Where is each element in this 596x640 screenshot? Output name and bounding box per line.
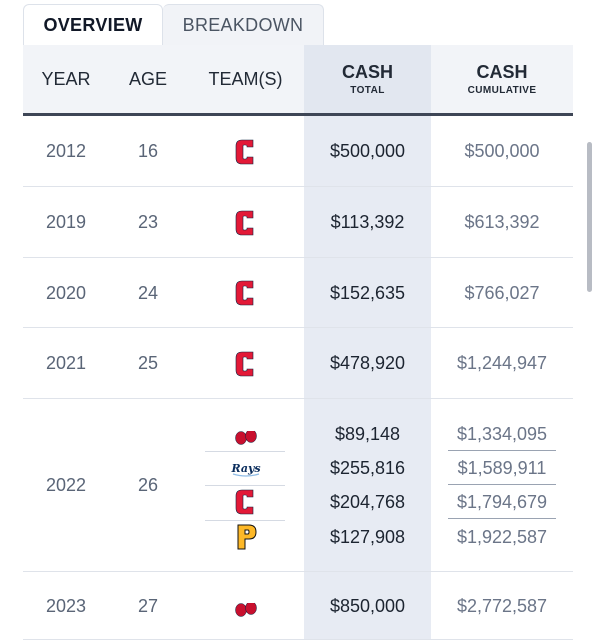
team-divider — [205, 451, 285, 452]
cumulative-underline — [448, 518, 556, 519]
header-cash-cumulative[interactable]: CASH CUMULATIVE — [431, 45, 573, 113]
year-cell: 2019 — [45, 212, 87, 232]
cash-cumulative-cell: $2,772,587 — [456, 595, 548, 616]
cash-total-cell: $255,816 — [329, 457, 406, 478]
vertical-scrollbar[interactable] — [587, 142, 592, 292]
age-cell: 26 — [137, 475, 159, 495]
tab-overview[interactable]: OVERVIEW — [23, 4, 163, 45]
tab-bar: OVERVIEW BREAKDOWN — [23, 4, 324, 45]
year-cell: 2012 — [45, 141, 87, 161]
table-header: YEAR AGE TEAM(S) CASH TOTAL CASH CUMULAT… — [23, 45, 573, 116]
cumulative-underline — [448, 450, 556, 451]
header-age-label: AGE — [128, 68, 167, 89]
cash-total-cell: $500,000 — [329, 141, 406, 161]
header-cash-cumulative-label: CASH — [476, 62, 528, 82]
table-row: 2023 27 $850,000 $2,772,587 — [23, 572, 573, 640]
cleveland-c-logo-icon[interactable] — [187, 276, 304, 310]
age-cell: 27 — [137, 595, 159, 616]
cash-cumulative-cell: $1,589,911 — [457, 457, 547, 478]
header-teams-label: TEAM(S) — [208, 68, 283, 89]
cash-total-cell: $204,768 — [329, 491, 406, 512]
age-cell: 25 — [137, 353, 159, 373]
cleveland-c-logo-icon[interactable] — [187, 135, 304, 169]
age-cell: 23 — [137, 212, 159, 232]
header-cash-cumulative-sublabel: CUMULATIVE — [467, 85, 537, 96]
cumulative-underline — [448, 484, 556, 485]
team-divider — [205, 485, 285, 486]
header-cash-total[interactable]: CASH TOTAL — [304, 45, 431, 113]
cash-cumulative-cell: $1,244,947 — [456, 353, 548, 373]
table-row: 2022 26 $89,148 $1,334,095 Rays $255,816 $1,58… — [23, 399, 573, 572]
table-row: 2019 23 $113,392 $613,392 — [23, 187, 573, 258]
svg-text:Rays: Rays — [230, 462, 260, 475]
cash-total-cell: $127,908 — [329, 526, 406, 547]
age-cell: 16 — [137, 141, 159, 161]
cash-cumulative-cell: $1,794,679 — [456, 491, 548, 512]
year-cell: 2021 — [45, 353, 87, 373]
cash-total-cell: $478,920 — [329, 353, 406, 373]
header-year[interactable]: YEAR — [23, 45, 109, 113]
year-cell: 2022 — [45, 475, 87, 495]
boston-red-sox-logo-icon[interactable] — [187, 417, 304, 451]
cleveland-c-logo-icon[interactable] — [187, 347, 304, 381]
tampa-bay-rays-logo-icon[interactable]: Rays — [187, 451, 304, 485]
year-cell: 2020 — [45, 282, 87, 303]
year-cell: 2023 — [45, 595, 87, 616]
cash-total-cell: $152,635 — [329, 282, 406, 303]
cash-cumulative-cell: $766,027 — [464, 282, 540, 303]
header-year-label: YEAR — [41, 68, 91, 89]
header-age[interactable]: AGE — [109, 45, 187, 113]
cash-total-cell: $850,000 — [329, 595, 406, 616]
pittsburgh-p-logo-icon[interactable] — [187, 520, 304, 554]
table-row: 2012 16 $500,000 $500,000 — [23, 116, 573, 187]
age-cell: 24 — [137, 282, 159, 303]
cash-cumulative-cell: $500,000 — [464, 141, 540, 161]
cash-cumulative-cell: $1,334,095 — [456, 423, 548, 444]
boston-red-sox-logo-icon[interactable] — [187, 589, 304, 623]
cash-total-cell: $113,392 — [330, 212, 405, 232]
cash-total-column-highlight — [304, 45, 431, 640]
table-row: 2020 24 $152,635 $766,027 — [23, 258, 573, 328]
header-teams[interactable]: TEAM(S) — [187, 45, 304, 113]
tab-breakdown[interactable]: BREAKDOWN — [163, 4, 324, 45]
cash-total-cell: $89,148 — [334, 423, 401, 444]
team-divider — [205, 519, 285, 521]
header-cash-total-label: CASH — [341, 62, 393, 82]
cash-cumulative-cell: $613,392 — [464, 212, 540, 232]
cleveland-c-logo-icon[interactable] — [187, 206, 304, 240]
header-cash-total-sublabel: TOTAL — [350, 85, 385, 96]
cash-cumulative-cell: $1,922,587 — [456, 526, 548, 547]
cleveland-c-logo-icon[interactable] — [187, 485, 304, 519]
table-row: 2021 25 $478,920 $1,244,947 — [23, 328, 573, 399]
